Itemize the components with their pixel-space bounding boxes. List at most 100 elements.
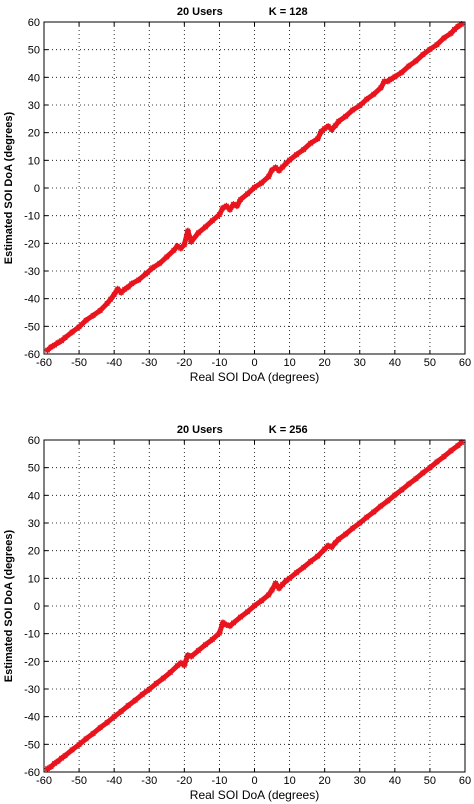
data-point-stroke <box>83 317 89 323</box>
data-point <box>251 184 258 191</box>
data-point-stroke <box>378 85 384 91</box>
data-point-stroke <box>427 46 433 53</box>
data-point-stroke <box>307 558 314 565</box>
y-tick-label: 0 <box>34 183 40 195</box>
data-point <box>363 95 370 103</box>
data-point-stroke <box>188 239 195 245</box>
data-point-stroke <box>111 291 117 298</box>
data-point <box>398 486 406 493</box>
y-tick-label: -60 <box>24 349 40 361</box>
y-tick-label: -40 <box>24 294 40 306</box>
y-tick-label: 20 <box>28 546 40 558</box>
data-point <box>377 84 384 92</box>
data-point-stroke <box>143 271 149 277</box>
data-point <box>195 647 202 654</box>
data-point-stroke <box>195 230 202 236</box>
x-tick-label: -50 <box>71 357 87 369</box>
data-point <box>103 719 111 726</box>
data-point <box>244 608 251 616</box>
x-tick-label: 20 <box>319 775 331 787</box>
data-point-stroke <box>230 620 237 626</box>
data-point <box>202 641 209 648</box>
data-point <box>307 558 314 565</box>
data-point-stroke <box>272 164 279 171</box>
data-point-stroke <box>181 242 187 248</box>
data-point <box>237 613 244 621</box>
x-tick-label: 40 <box>389 775 401 787</box>
data-point-stroke <box>118 708 124 715</box>
data-point <box>202 223 209 231</box>
data-point <box>139 691 146 698</box>
data-point <box>142 270 149 278</box>
data-point <box>188 238 195 245</box>
data-point <box>349 106 356 114</box>
data-point-stroke <box>69 329 75 335</box>
data-point-stroke <box>139 691 145 698</box>
data-point-stroke <box>314 553 321 559</box>
data-point-stroke <box>51 342 58 348</box>
x-tick-label: -10 <box>211 357 227 369</box>
data-point <box>331 122 339 129</box>
data-point <box>216 211 223 218</box>
data-point-stroke <box>388 76 394 82</box>
data-point-stroke <box>167 669 173 676</box>
data-point <box>110 713 118 720</box>
data-point <box>167 669 174 676</box>
data-point-stroke <box>51 760 58 767</box>
data-point <box>391 491 399 499</box>
data-point-stroke <box>406 63 412 69</box>
data-point <box>216 629 223 637</box>
data-point-stroke <box>448 448 454 454</box>
data-point <box>89 312 97 319</box>
data-point <box>96 307 104 314</box>
y-tick-label: -50 <box>24 739 40 751</box>
data-point <box>377 502 384 510</box>
data-point-stroke <box>385 78 391 84</box>
data-point-stroke <box>258 180 265 186</box>
data-point-stroke <box>258 598 265 604</box>
x-tick-label: 30 <box>354 357 366 369</box>
x-tick-label: 30 <box>354 775 366 787</box>
data-point <box>384 497 392 505</box>
data-point-stroke <box>76 741 82 748</box>
data-point <box>335 118 342 125</box>
data-point <box>251 602 258 609</box>
data-point-stroke <box>150 265 156 271</box>
data-point <box>68 328 76 336</box>
data-point-stroke <box>286 575 293 581</box>
data-point-stroke <box>157 260 163 266</box>
data-point-stroke <box>458 439 465 446</box>
data-point-stroke <box>122 286 128 292</box>
data-point <box>268 586 276 594</box>
data-point-stroke <box>269 587 275 593</box>
data-point <box>125 702 132 709</box>
data-point <box>384 78 392 85</box>
y-tick-label: -30 <box>24 684 40 696</box>
chart-title-users: 20 Users <box>177 424 223 436</box>
data-point <box>447 447 455 454</box>
data-point-stroke <box>216 211 223 218</box>
data-point-stroke <box>90 312 96 319</box>
data-point <box>163 253 170 261</box>
data-point-stroke <box>178 660 184 666</box>
data-point-stroke <box>420 470 426 476</box>
x-tick-label: 60 <box>459 357 471 369</box>
y-tick-label: 60 <box>28 435 40 447</box>
x-tick-label: 20 <box>319 357 331 369</box>
data-point <box>82 735 90 742</box>
data-point <box>391 73 399 80</box>
y-tick-label: -20 <box>24 656 40 668</box>
data-point-stroke <box>434 459 440 465</box>
data-point <box>272 580 279 587</box>
data-point-stroke <box>97 307 103 314</box>
data-point <box>328 543 335 551</box>
y-tick-label: 40 <box>28 72 40 84</box>
data-point <box>286 156 293 164</box>
data-point-stroke <box>272 580 279 586</box>
data-point-stroke <box>76 324 82 330</box>
data-point-stroke <box>336 536 342 542</box>
data-point <box>209 636 216 643</box>
data-point <box>363 513 370 521</box>
data-point <box>258 597 265 604</box>
data-point-stroke <box>286 157 293 163</box>
